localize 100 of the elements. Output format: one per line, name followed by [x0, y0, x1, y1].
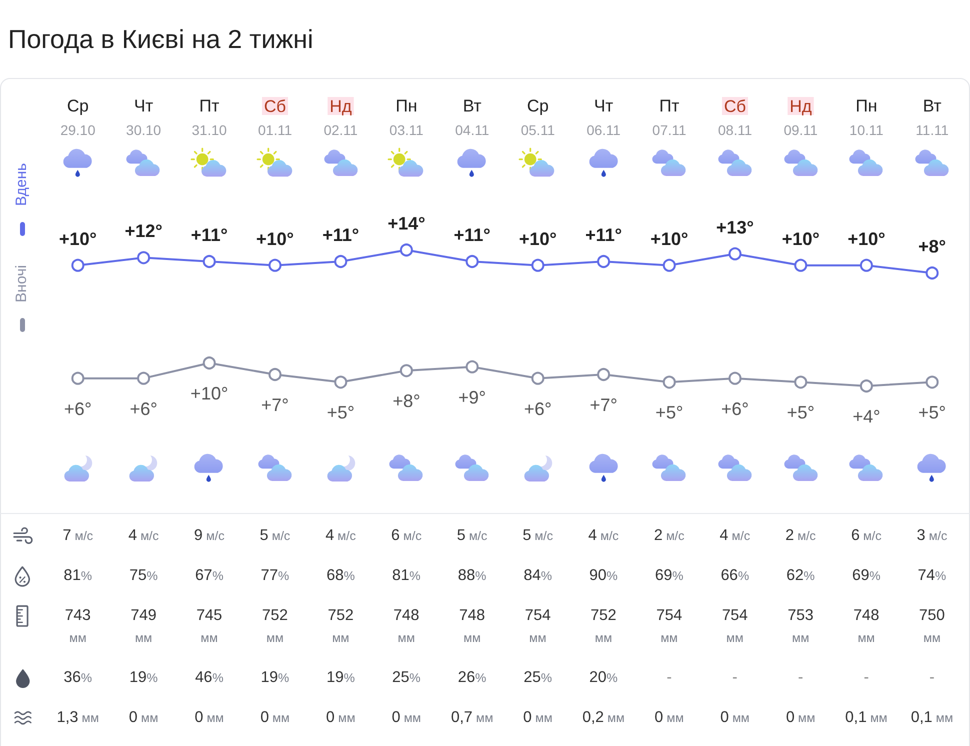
text: 9 м/с — [194, 527, 224, 544]
x-tick-label: Вт 11.11 — [916, 96, 949, 138]
point — [860, 380, 873, 392]
text: 0 мм — [720, 709, 750, 726]
text: 0,1 мм — [910, 709, 954, 726]
data-label: +7° — [590, 395, 618, 415]
text: 0 мм — [194, 709, 224, 726]
point — [597, 255, 610, 268]
data-label: +11° — [322, 225, 360, 245]
point — [400, 364, 413, 378]
text: 753 мм — [788, 607, 814, 645]
text: - — [732, 669, 738, 686]
text: 81% — [64, 567, 92, 584]
x-tick-label: Пт 31.10 — [192, 96, 228, 138]
text: 752 мм — [262, 607, 288, 645]
x-tick-label: Сб 08.11 — [718, 97, 752, 138]
chart-title: Погода в Києві на 2 тижні — [8, 24, 314, 54]
data-label: +14° — [388, 214, 426, 234]
x-tick-label: Пт 07.11 — [652, 96, 686, 138]
point — [531, 372, 544, 385]
text: - — [666, 669, 672, 686]
data-label: +8° — [918, 236, 946, 256]
point — [794, 376, 808, 389]
text: 754 мм — [524, 607, 551, 645]
text: 84% — [524, 567, 552, 584]
text: 745 мм — [196, 607, 222, 645]
text: 66% — [720, 567, 750, 584]
data-label: +6° — [524, 398, 552, 419]
text: 748 мм — [393, 607, 420, 645]
point — [202, 255, 216, 268]
point — [71, 372, 84, 385]
point — [597, 368, 610, 381]
text: 19% — [326, 669, 355, 686]
text: 4 м/с — [720, 527, 750, 544]
x-tick-label: Вт 04.11 — [455, 96, 490, 138]
text: 90% — [589, 567, 618, 584]
text: 69% — [852, 567, 880, 584]
text: 3 м/с — [916, 527, 948, 544]
data-label: +10° — [58, 228, 97, 249]
data-label: +10° — [650, 228, 688, 249]
point — [662, 258, 676, 272]
x-tick-label: Сб 01.11 — [258, 97, 292, 138]
text: 26% — [458, 669, 486, 686]
point — [137, 251, 150, 264]
data-label: +11° — [190, 225, 228, 245]
text: 749 мм — [130, 607, 156, 645]
data-label: +10° — [848, 228, 886, 249]
text: 62% — [786, 567, 815, 584]
text: 88% — [458, 567, 486, 584]
point — [202, 356, 216, 370]
x-tick-label: Чт 06.11 — [586, 96, 621, 138]
x-tick-label: Чт 30.10 — [126, 96, 162, 138]
text: 4 м/с — [588, 527, 619, 544]
x-tick-label: Ср 29.10 — [60, 96, 96, 138]
point — [926, 376, 939, 389]
text: 748 мм — [853, 607, 880, 645]
text: 752 мм — [328, 607, 354, 645]
data-label: +7° — [261, 395, 289, 415]
data-label: +6° — [721, 398, 749, 419]
point — [466, 255, 479, 268]
point — [794, 258, 808, 272]
data-label: +6° — [130, 398, 158, 419]
data-label: +5° — [655, 402, 684, 423]
data-label: +5° — [786, 402, 815, 423]
text: 19% — [260, 669, 290, 686]
point — [728, 247, 742, 260]
text: - — [929, 669, 935, 686]
text: 1,3 мм — [56, 709, 99, 726]
text: 0,2 мм — [582, 709, 625, 726]
text: - — [798, 669, 804, 686]
text: 4 м/с — [128, 527, 159, 544]
text: 5 м/с — [522, 527, 553, 544]
data-label: +10° — [782, 228, 820, 249]
text: 25% — [524, 669, 552, 686]
point — [662, 376, 676, 389]
data-label: +11° — [454, 225, 491, 245]
point — [531, 258, 544, 272]
text: 0 мм — [260, 709, 290, 726]
point — [466, 360, 479, 374]
data-label: +13° — [716, 217, 754, 238]
text: 7 м/с — [62, 527, 94, 544]
text: 36% — [64, 669, 92, 686]
point — [860, 258, 873, 272]
text: 754 мм — [722, 607, 748, 645]
x-tick-label: Пн 03.11 — [389, 96, 424, 138]
text: 0 мм — [654, 709, 684, 726]
text: 5 м/с — [260, 527, 290, 544]
point — [400, 244, 413, 256]
text: 754 мм — [656, 607, 682, 645]
point — [268, 258, 282, 272]
text: 748 мм — [459, 607, 485, 645]
text: 81% — [392, 567, 421, 584]
data-label: +8° — [392, 391, 420, 412]
data-label: +10° — [190, 384, 228, 404]
text: 77% — [260, 567, 290, 584]
data-label: +12° — [124, 221, 162, 242]
text: 19% — [129, 669, 158, 686]
data-label: +4° — [852, 406, 880, 426]
text: 74% — [918, 567, 946, 584]
text: Вдень — [13, 163, 31, 206]
